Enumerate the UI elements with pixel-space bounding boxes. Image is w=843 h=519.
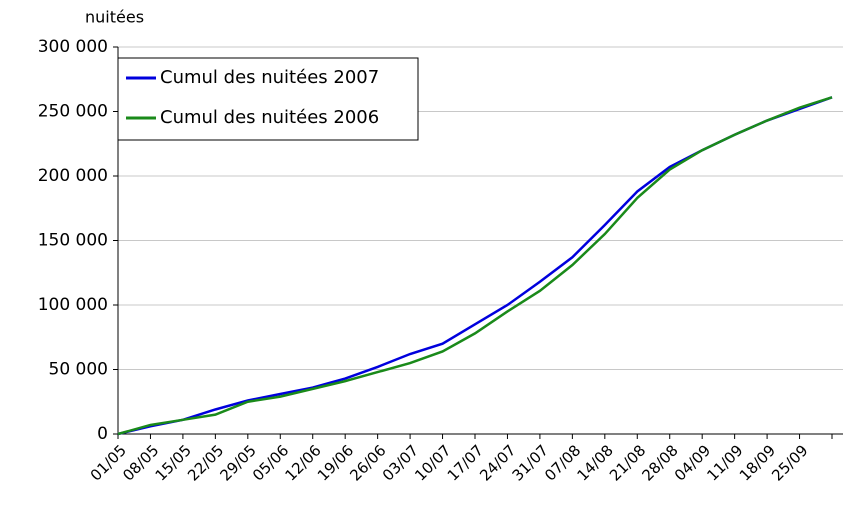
x-tick-label: 01/05 [87,441,130,484]
series-line [117,96,833,436]
x-tick-label: 10/07 [411,441,454,484]
x-tick-label: 17/07 [444,441,487,484]
x-tick-label: 15/05 [152,441,195,484]
y-tick-label: 200 000 [38,166,108,186]
y-tick-label: 300 000 [38,37,108,57]
y-axis-label: nuitées [85,8,144,27]
x-tick-label: 24/07 [476,441,519,484]
x-tick-label: 07/08 [541,441,584,484]
legend-label: Cumul des nuitées 2007 [160,67,379,88]
x-tick-label: 03/07 [379,441,422,484]
x-tick-label: 28/08 [638,441,681,484]
x-tick-label: 29/05 [217,441,260,484]
x-tick-label: 31/07 [509,441,552,484]
x-tick-label: 26/06 [346,441,389,484]
legend-label: Cumul des nuitées 2006 [160,107,379,128]
y-tick-label: 50 000 [49,360,108,380]
x-tick-label: 21/08 [606,441,649,484]
x-tick-label: 04/09 [671,441,714,484]
x-tick-label: 12/06 [281,441,324,484]
legend-box [117,57,419,141]
series-line [117,96,833,436]
y-tick-label: 250 000 [38,102,108,122]
y-tick-label: 0 [97,424,108,444]
x-tick-label: 11/09 [703,441,746,484]
x-tick-label: 08/05 [119,441,162,484]
x-tick-label: 19/06 [314,441,357,484]
x-tick-label: 05/06 [249,441,292,484]
x-tick-label: 25/09 [768,441,811,484]
y-tick-label: 150 000 [38,231,108,251]
y-tick-label: 100 000 [38,295,108,315]
x-tick-label: 18/09 [736,441,779,484]
x-tick-label: 14/08 [574,441,617,484]
x-tick-label: 22/05 [184,441,227,484]
